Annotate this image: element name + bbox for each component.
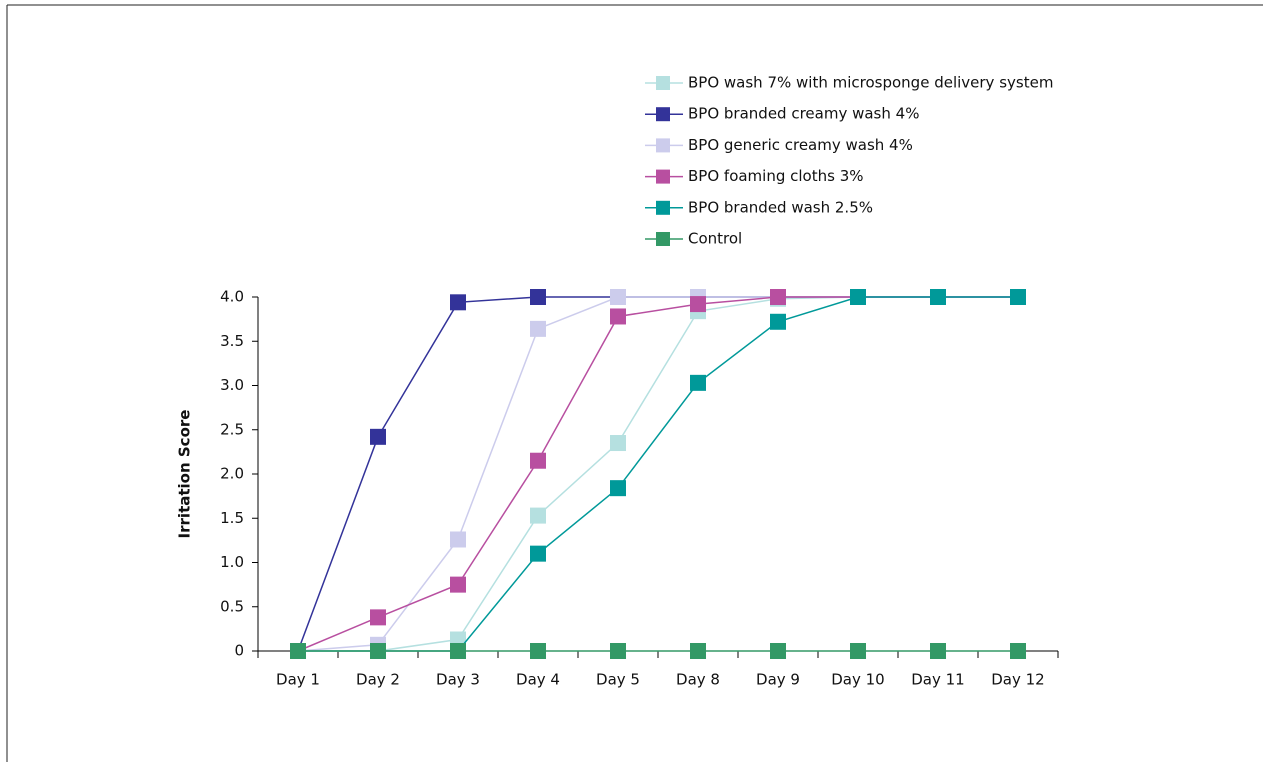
series-line (297, 296, 1018, 652)
y-tick-label: 2.0 (220, 465, 244, 483)
data-point (690, 374, 706, 391)
data-point (930, 289, 946, 305)
data-point (1010, 289, 1026, 305)
y-tick-label: 3.0 (220, 376, 244, 394)
data-point (930, 643, 946, 659)
y-tick-label: 1.0 (220, 553, 244, 571)
data-point (1010, 643, 1026, 659)
series-line (298, 296, 1018, 652)
x-tick-label: Day 3 (436, 671, 480, 689)
data-point (610, 308, 626, 325)
x-tick-label: Day 4 (516, 671, 560, 689)
legend-label: BPO branded creamy wash 4% (688, 105, 919, 123)
x-tick-label: Day 12 (991, 671, 1044, 689)
legend-label: BPO generic creamy wash 4% (688, 136, 913, 154)
legend-label: BPO branded wash 2.5% (688, 198, 873, 216)
x-tick-label: Day 1 (276, 671, 320, 689)
y-tick-label: 4.0 (220, 288, 244, 306)
x-tick-label: Day 8 (676, 671, 720, 689)
data-point (530, 507, 546, 524)
data-point (770, 643, 786, 659)
data-point (610, 643, 626, 659)
data-point (450, 294, 466, 311)
data-point (450, 576, 466, 593)
data-point (610, 480, 626, 497)
data-point (290, 643, 306, 659)
y-tick-label: 3.5 (220, 332, 244, 350)
x-tick-label: Day 10 (831, 671, 884, 689)
data-point (850, 289, 866, 305)
data-point (850, 643, 866, 659)
data-point (690, 643, 706, 659)
data-point (770, 289, 786, 305)
series-line (297, 296, 1018, 652)
data-point (450, 643, 466, 659)
legend-label: BPO wash 7% with microsponge delivery sy… (688, 74, 1053, 92)
x-tick-label: Day 11 (911, 671, 964, 689)
x-tick-label: Day 2 (356, 671, 400, 689)
y-tick-label: 1.5 (220, 509, 244, 527)
y-tick-label: 2.5 (220, 420, 244, 438)
legend-marker (656, 107, 670, 122)
y-axis-label: Irritation Score (176, 410, 194, 539)
legend-marker (656, 76, 670, 90)
x-tick-label: Day 9 (756, 671, 800, 689)
legend-label: BPO foaming cloths 3% (688, 167, 864, 185)
data-point (770, 313, 786, 330)
x-tick-label: Day 5 (596, 671, 640, 689)
data-point (530, 643, 546, 659)
data-point (610, 289, 626, 305)
data-point (530, 452, 546, 469)
data-point (690, 296, 706, 313)
data-point (610, 435, 626, 452)
data-point (530, 545, 546, 562)
data-point (370, 428, 386, 445)
y-tick-label: 0 (234, 642, 244, 660)
legend-marker (656, 200, 670, 215)
data-point (370, 609, 386, 626)
data-point (530, 320, 546, 337)
series-line (298, 296, 1018, 652)
legend-marker (656, 169, 670, 184)
data-point (530, 289, 546, 305)
legend-marker (656, 232, 670, 246)
series-line (297, 296, 1018, 652)
y-tick-label: 0.5 (220, 597, 244, 615)
data-point (450, 531, 466, 548)
legend-label: Control (688, 230, 742, 248)
data-point (370, 643, 386, 659)
legend-marker (656, 138, 670, 153)
